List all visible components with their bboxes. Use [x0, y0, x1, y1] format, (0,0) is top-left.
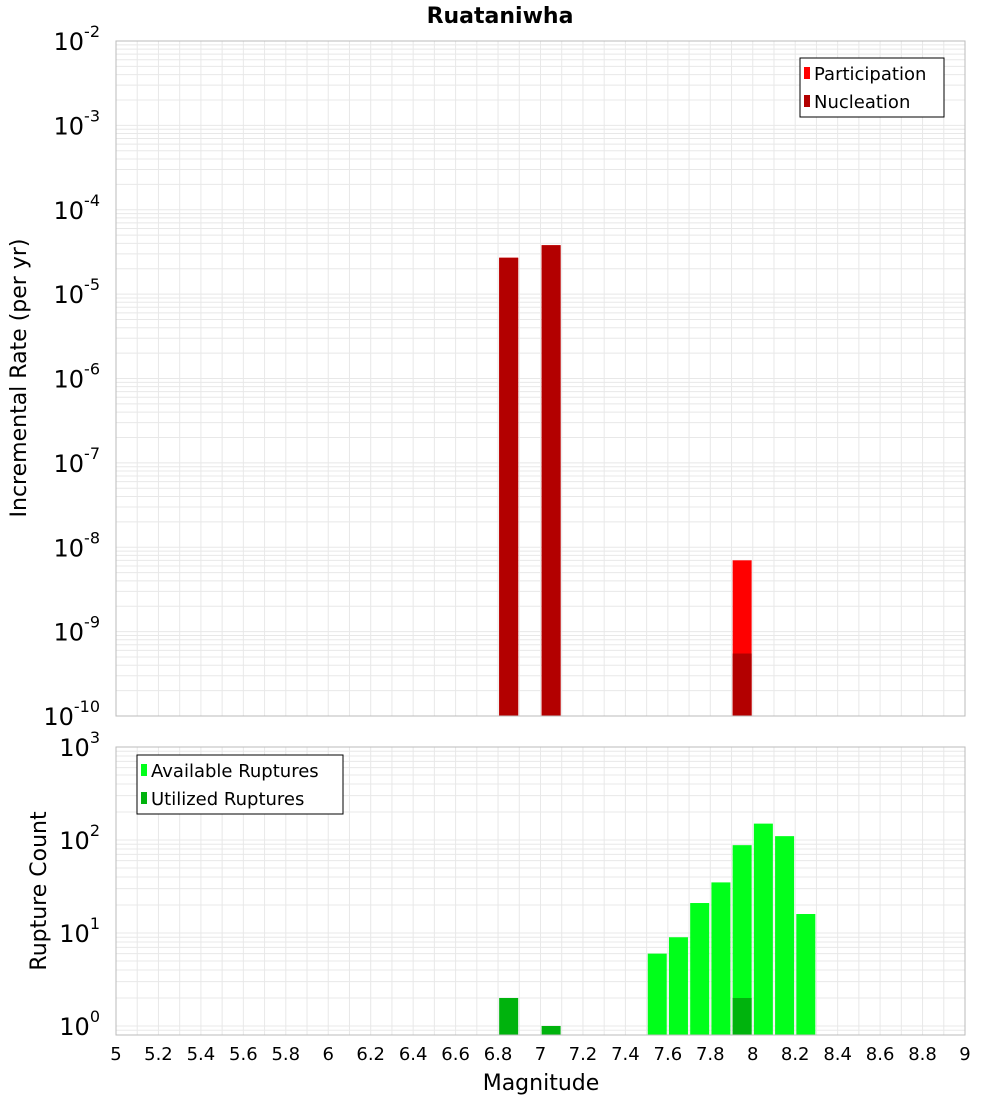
x-tick-label: 5.4: [187, 1044, 216, 1065]
x-tick-label: 8.8: [908, 1044, 937, 1065]
x-tick-label: 7.8: [696, 1044, 725, 1065]
bottom-bar-available-ruptures: [711, 882, 731, 1035]
bottom-legend-label: Utilized Ruptures: [151, 789, 304, 810]
x-tick-label: 5.8: [271, 1044, 300, 1065]
bottom-bar-utilized-ruptures: [541, 1025, 561, 1035]
bottom-bar-available-ruptures: [690, 903, 710, 1035]
top-bar-nucleation: [541, 245, 561, 717]
x-tick-label: 8.6: [866, 1044, 895, 1065]
top-legend-swatch: [804, 95, 810, 107]
bottom-bar-available-ruptures: [796, 914, 816, 1035]
bottom-legend-swatch: [141, 764, 147, 776]
bottom-legend: [136, 754, 344, 815]
top-bar-nucleation: [732, 653, 752, 716]
top-legend-label: Participation: [814, 64, 926, 85]
top-y-tick-label: 10-7: [54, 444, 101, 478]
bottom-y-tick-label: 100: [59, 1007, 100, 1041]
top-y-tick-label: 10-10: [43, 697, 100, 731]
x-axis-label: Magnitude: [483, 1071, 600, 1096]
bottom-bar-utilized-ruptures: [732, 997, 752, 1035]
x-tick-label: 7.2: [569, 1044, 598, 1065]
bottom-bar-available-ruptures: [668, 937, 688, 1035]
top-y-tick-label: 10-4: [54, 191, 101, 225]
bottom-y-axis-label: Rupture Count: [27, 811, 52, 971]
bottom-y-tick-label: 102: [59, 821, 100, 855]
bottom-bar-utilized-ruptures: [499, 997, 519, 1035]
top-y-tick-label: 10-6: [54, 360, 101, 394]
bottom-legend-swatch: [141, 792, 147, 804]
bottom-panel: 100 101 102 103 Available Ruptures Utilized R…: [59, 728, 970, 1065]
top-y-tick-label: 10-5: [54, 275, 101, 309]
top-legend-swatch: [804, 67, 810, 79]
x-tick-label: 6.8: [484, 1044, 513, 1065]
bottom-plot-frame: [115, 746, 966, 1036]
x-tick-label: 6: [323, 1044, 334, 1065]
top-y-tick-label: 10-9: [54, 613, 101, 647]
x-tick-label: 6.4: [399, 1044, 428, 1065]
bottom-bar-available-ruptures: [753, 823, 773, 1035]
x-tick-label: 5.6: [229, 1044, 258, 1065]
x-tick-label: 8.4: [823, 1044, 852, 1065]
x-tick-label: 7: [535, 1044, 546, 1065]
bottom-bar-available-ruptures: [732, 845, 752, 1035]
top-y-tick-label: 10-8: [54, 528, 101, 562]
bottom-y-tick-label: 101: [59, 914, 100, 948]
top-y-axis-label: Incremental Rate (per yr): [7, 239, 32, 518]
x-tick-label: 5.2: [144, 1044, 173, 1065]
x-tick-label: 8.2: [781, 1044, 810, 1065]
x-tick-label: 9: [959, 1044, 970, 1065]
bottom-legend-label: Available Ruptures: [151, 761, 319, 782]
bottom-bar-available-ruptures: [647, 953, 667, 1035]
bottom-y-tick-label: 103: [59, 728, 100, 762]
top-bar-nucleation: [499, 257, 519, 716]
top-y-tick-label: 10-3: [54, 106, 101, 140]
x-tick-label: 7.6: [654, 1044, 683, 1065]
x-tick-label: 7.4: [611, 1044, 640, 1065]
top-legend: [799, 57, 945, 118]
top-plot-frame: [115, 40, 966, 717]
top-y-tick-label: 10-2: [54, 22, 101, 56]
x-tick-label: 6.2: [356, 1044, 385, 1065]
x-tick-label: 5: [110, 1044, 121, 1065]
x-tick-label: 6.6: [441, 1044, 470, 1065]
top-panel: 10-10 10-9 10-8 10-7 10-6 10-5 10-4 10-3 10-2 Par…: [43, 22, 966, 731]
top-legend-label: Nucleation: [814, 92, 910, 113]
x-tick-label: 8: [747, 1044, 758, 1065]
chart-title: Ruataniwha: [427, 4, 574, 29]
bottom-bar-available-ruptures: [775, 836, 795, 1035]
